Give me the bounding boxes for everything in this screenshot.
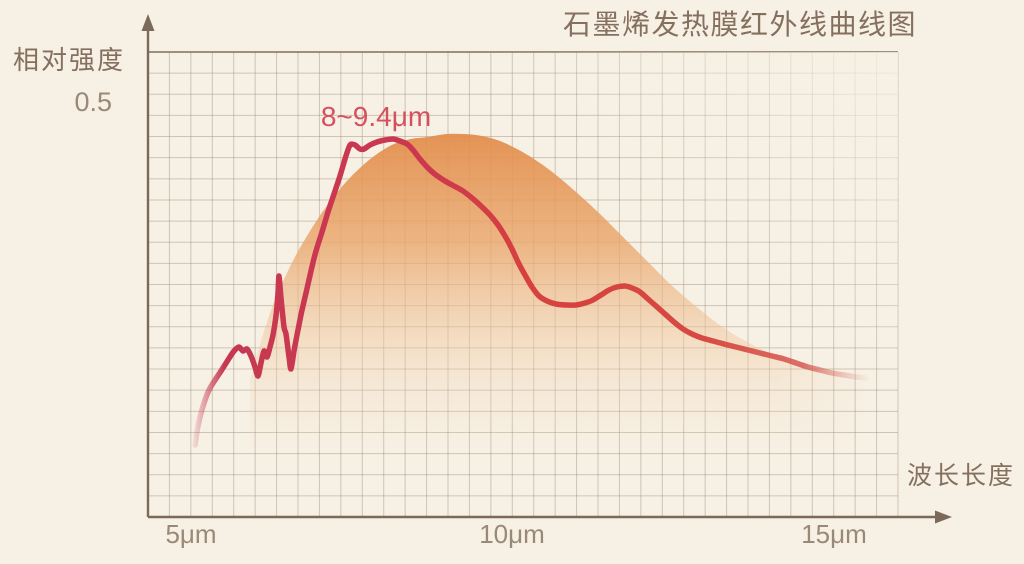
y-axis-arrow-icon — [141, 14, 155, 31]
axes — [141, 14, 952, 524]
x-tick-10um: 10μm — [479, 519, 545, 549]
x-tick-15um: 15μm — [801, 519, 867, 549]
x-tick-5um: 5μm — [165, 519, 217, 549]
chart-title: 石墨烯发热膜红外线曲线图 — [562, 9, 917, 40]
x-axis-arrow-icon — [935, 510, 952, 524]
x-axis-label: 波长长度 — [907, 462, 1016, 490]
spectrum-curve — [192, 136, 869, 448]
y-axis-label: 相对强度 — [13, 45, 126, 75]
spectrum-fill-area — [250, 133, 868, 453]
peak-annotation: 8~9.4μm — [320, 101, 432, 132]
y-axis-tick-label: 0.5 — [74, 87, 112, 117]
